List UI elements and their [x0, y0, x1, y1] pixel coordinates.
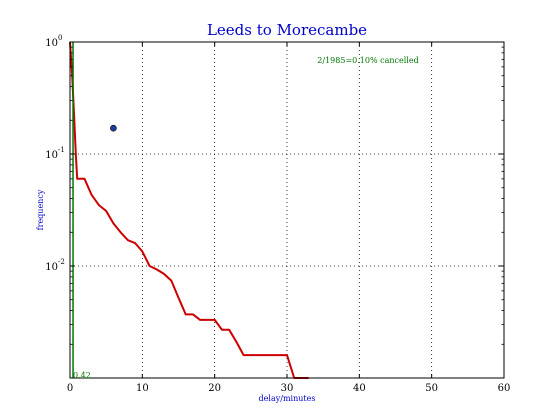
y-tick-label: 10: [45, 262, 58, 273]
y-tick-label: 10: [45, 150, 58, 161]
x-tick-label: 10: [136, 383, 149, 394]
y-axis-label: frequency: [36, 189, 45, 230]
x-tick-label: 40: [353, 383, 366, 394]
delay-frequency-line: [69, 41, 309, 379]
y-tick-exponent: -2: [58, 258, 65, 266]
x-tick-label: 20: [208, 383, 221, 394]
x-tick-label: 50: [425, 383, 438, 394]
marker-point: [110, 124, 117, 132]
series-layer: [69, 41, 309, 379]
x-tick-label: 0: [67, 383, 73, 394]
mean-value-annotation: 0.42: [73, 371, 91, 380]
y-tick-exponent: -1: [58, 146, 65, 154]
y-tick-exponent: 0: [58, 34, 62, 42]
cancelled-annotation: 2/1985=0.10% cancelled: [317, 56, 418, 65]
grid-layer: [70, 42, 504, 378]
x-tick-label: 30: [281, 383, 294, 394]
y-tick-label: 10: [45, 38, 58, 49]
chart-title: Leeds to Morecambe: [207, 21, 367, 39]
x-axis-label: delay/minutes: [259, 394, 316, 403]
x-tick-label: 60: [498, 383, 511, 394]
